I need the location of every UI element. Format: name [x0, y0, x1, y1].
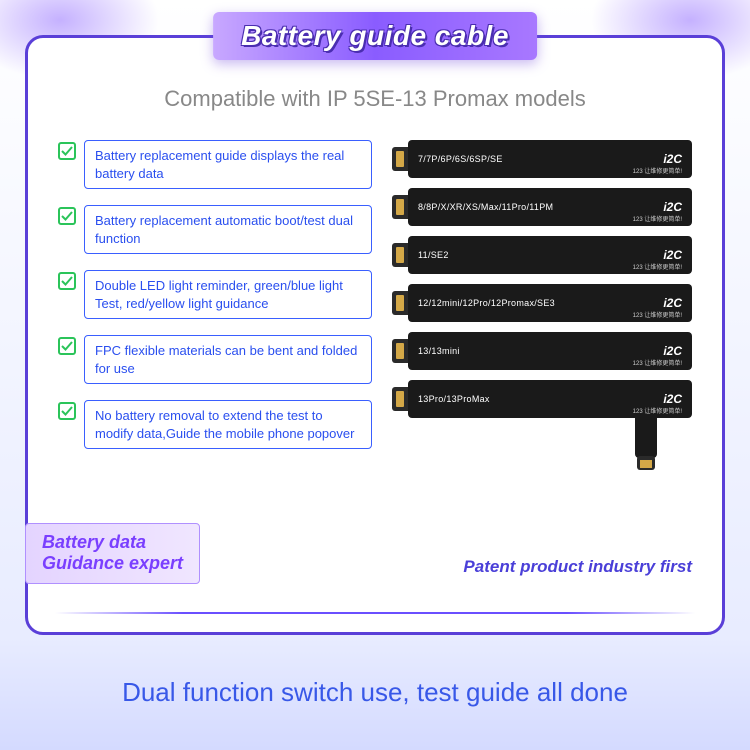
cable-subtext: 123 让维修更简单! — [633, 214, 682, 223]
cable-item: 7/7P/6P/6S/6SP/SE i2C 123 让维修更简单! — [392, 140, 692, 178]
cable-subtext: 123 让维修更简单! — [633, 166, 682, 175]
content-row: Battery replacement guide displays the r… — [28, 112, 722, 465]
cable-label: 13Pro/13ProMax — [418, 394, 490, 404]
cable-label: 8/8P/X/XR/XS/Max/11Pro/11PM — [418, 202, 553, 212]
check-icon — [58, 272, 76, 290]
cable-subtext: 123 让维修更简单! — [633, 406, 682, 415]
cable-connector — [392, 387, 408, 411]
cable-brand: i2C — [663, 296, 682, 310]
cable-item: 8/8P/X/XR/XS/Max/11Pro/11PM i2C 123 让维修更… — [392, 188, 692, 226]
check-icon — [58, 142, 76, 160]
cable-brand: i2C — [663, 392, 682, 406]
cable-subtext: 123 让维修更简单! — [633, 358, 682, 367]
subtitle: Compatible with IP 5SE-13 Promax models — [28, 86, 722, 112]
main-frame: Compatible with IP 5SE-13 Promax models … — [25, 35, 725, 635]
feature-text: Double LED light reminder, green/blue li… — [95, 277, 361, 312]
cable-connector — [392, 147, 408, 171]
check-icon — [58, 207, 76, 225]
feature-item: Double LED light reminder, green/blue li… — [58, 270, 372, 319]
cable-brand: i2C — [663, 248, 682, 262]
divider-line — [55, 612, 695, 614]
check-icon — [58, 337, 76, 355]
features-column: Battery replacement guide displays the r… — [58, 140, 372, 465]
expert-text: Battery data Guidance expert — [42, 532, 183, 575]
cable-subtext: 123 让维修更简单! — [633, 262, 682, 271]
cable-subtext: 123 让维修更简单! — [633, 310, 682, 319]
cable-label: 7/7P/6P/6S/6SP/SE — [418, 154, 503, 164]
cable-item: 13/13mini i2C 123 让维修更简单! — [392, 332, 692, 370]
cable-connector — [392, 243, 408, 267]
title-banner: Battery guide cable — [213, 12, 537, 60]
cable-tail — [635, 418, 657, 458]
expert-badge: Battery data Guidance expert — [25, 523, 200, 584]
cable-brand: i2C — [663, 200, 682, 214]
cable-connector — [392, 195, 408, 219]
cable-item: 11/SE2 i2C 123 让维修更简单! — [392, 236, 692, 274]
main-title: Battery guide cable — [241, 20, 509, 52]
patent-text: Patent product industry first — [463, 557, 692, 577]
cable-item: 12/12mini/12Pro/12Promax/SE3 i2C 123 让维修… — [392, 284, 692, 322]
cable-label: 12/12mini/12Pro/12Promax/SE3 — [418, 298, 555, 308]
cable-brand: i2C — [663, 344, 682, 358]
feature-item: No battery removal to extend the test to… — [58, 400, 372, 449]
cable-connector — [392, 291, 408, 315]
feature-text: Battery replacement guide displays the r… — [95, 147, 361, 182]
cable-label: 11/SE2 — [418, 250, 449, 260]
check-icon — [58, 402, 76, 420]
feature-item: FPC flexible materials can be bent and f… — [58, 335, 372, 384]
cables-column: 7/7P/6P/6S/6SP/SE i2C 123 让维修更简单! 8/8P/X… — [392, 140, 692, 465]
cable-connector — [392, 339, 408, 363]
feature-item: Battery replacement automatic boot/test … — [58, 205, 372, 254]
footer-text: Dual function switch use, test guide all… — [0, 677, 750, 708]
feature-item: Battery replacement guide displays the r… — [58, 140, 372, 189]
cable-brand: i2C — [663, 152, 682, 166]
feature-text: No battery removal to extend the test to… — [95, 407, 361, 442]
cable-item: 13Pro/13ProMax i2C 123 让维修更简单! — [392, 380, 692, 450]
cable-label: 13/13mini — [418, 346, 460, 356]
feature-text: FPC flexible materials can be bent and f… — [95, 342, 361, 377]
feature-text: Battery replacement automatic boot/test … — [95, 212, 361, 247]
